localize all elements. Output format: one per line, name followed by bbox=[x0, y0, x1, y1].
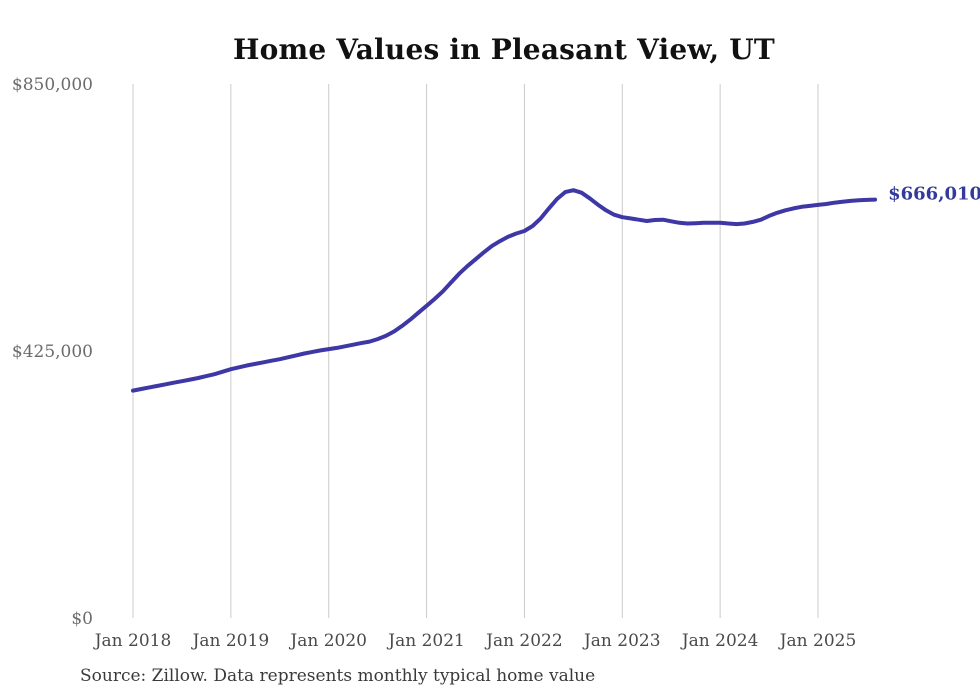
y-axis-tick-label: $425,000 bbox=[12, 342, 93, 362]
latest-value-label: $666,010 bbox=[888, 184, 980, 205]
x-axis-tick-label: Jan 2023 bbox=[582, 631, 661, 651]
x-axis-tick-label: Jan 2020 bbox=[288, 631, 367, 651]
gridline-group bbox=[132, 84, 819, 618]
home-values-line-chart: $850,000$425,000$0 Jan 2018 Jan 2019 Jan 2… bbox=[12, 75, 980, 651]
x-axis-tick-label: Jan 2019 bbox=[191, 631, 270, 651]
x-axis-tick-label: Jan 2025 bbox=[778, 631, 857, 651]
x-axis-tick-label: Jan 2021 bbox=[386, 631, 465, 651]
y-axis-tick-label: $0 bbox=[71, 609, 93, 629]
y-axis-tick-labels: $850,000 $425,000 $0 bbox=[12, 75, 93, 629]
chart-title: Home Values in Pleasant View, UT bbox=[233, 33, 775, 66]
x-axis-tick-label: Jan 2018 bbox=[93, 631, 172, 651]
x-axis-tick-label: Jan 2022 bbox=[484, 631, 563, 651]
x-axis-tick-labels: Jan 2018 Jan 2019 Jan 2020 Jan 2021 Jan 2022… bbox=[93, 631, 857, 651]
x-axis-tick-label: Jan 2024 bbox=[680, 631, 759, 651]
home-value-line-series bbox=[131, 188, 878, 393]
y-axis-tick-label: $850,000 bbox=[12, 75, 93, 95]
source-note: Source: Zillow. Data represents monthly … bbox=[80, 666, 596, 686]
